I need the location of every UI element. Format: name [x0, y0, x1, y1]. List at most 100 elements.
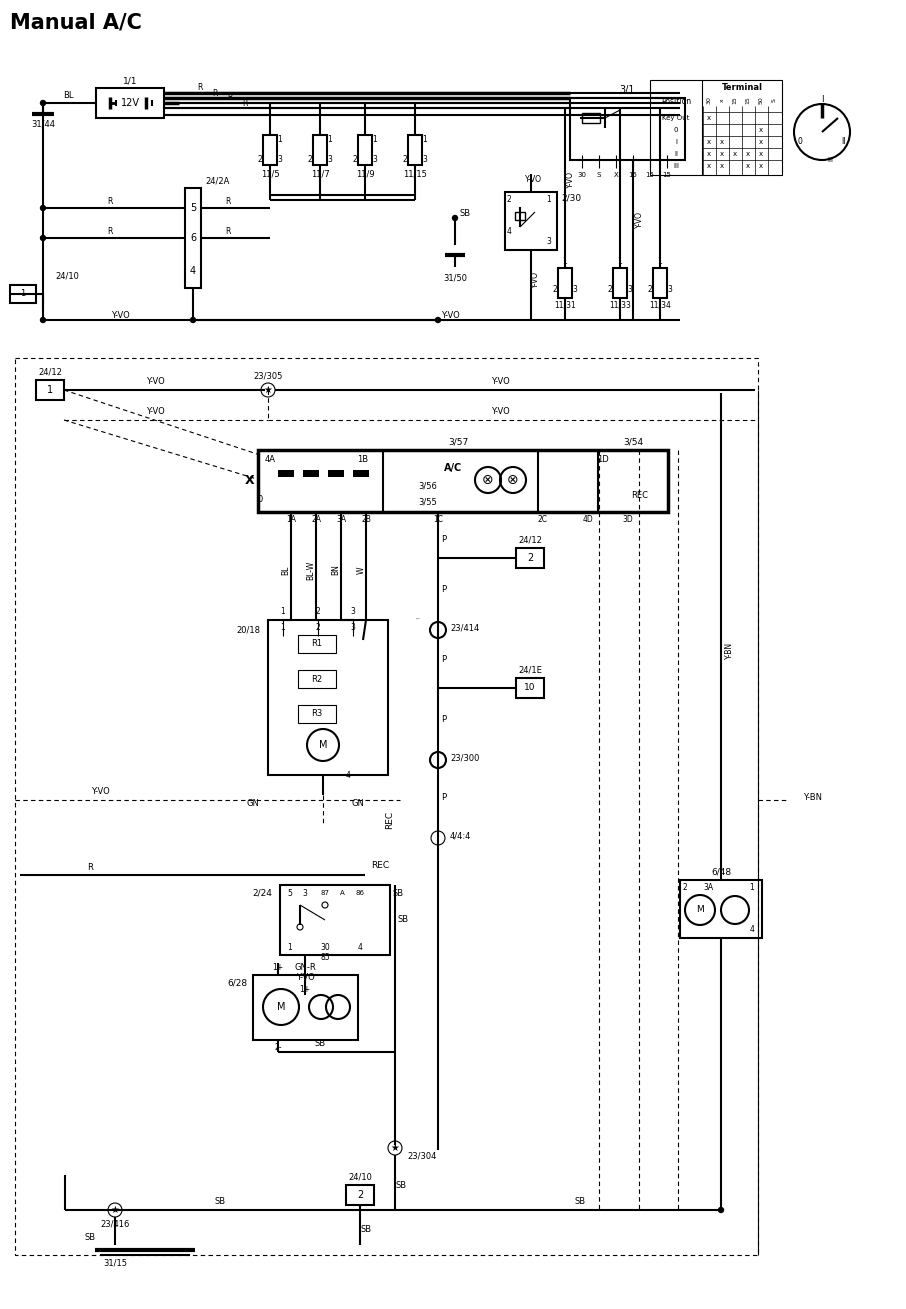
- Text: Y-VO: Y-VO: [295, 974, 314, 983]
- Text: 2-: 2-: [275, 1043, 282, 1052]
- Text: 24/12: 24/12: [518, 535, 542, 545]
- Text: GN-R: GN-R: [294, 962, 316, 971]
- Text: 3: 3: [668, 285, 672, 295]
- Bar: [268, 620, 388, 775]
- Text: 23/304: 23/304: [407, 1152, 437, 1161]
- Text: 1A: 1A: [286, 516, 296, 525]
- Text: 23/300: 23/300: [450, 754, 479, 763]
- Text: 23/305: 23/305: [254, 372, 283, 381]
- Text: 11/31: 11/31: [554, 301, 576, 309]
- Text: SB: SB: [392, 889, 403, 898]
- Bar: [613, 268, 627, 298]
- Text: P: P: [441, 793, 447, 802]
- Text: X: X: [613, 171, 619, 178]
- Text: ★: ★: [390, 1143, 400, 1153]
- Text: R3: R3: [312, 709, 323, 719]
- Text: ★: ★: [111, 1206, 120, 1215]
- Text: x: x: [707, 115, 711, 120]
- Text: R2: R2: [312, 674, 323, 683]
- Text: 24/10: 24/10: [348, 1173, 372, 1182]
- Text: 1: 1: [372, 136, 378, 144]
- Text: 24/10: 24/10: [55, 271, 79, 280]
- Bar: [353, 470, 369, 476]
- Text: 11/7: 11/7: [311, 169, 330, 178]
- Bar: [680, 880, 762, 939]
- Text: 5: 5: [190, 203, 196, 213]
- Text: 23/416: 23/416: [101, 1220, 130, 1229]
- Text: x: x: [759, 127, 763, 134]
- Text: Position: Position: [661, 97, 691, 106]
- Text: P: P: [441, 585, 447, 594]
- Text: M: M: [319, 740, 327, 750]
- Bar: [358, 135, 372, 165]
- Text: 24/1E: 24/1E: [518, 665, 542, 674]
- Text: R1: R1: [312, 640, 323, 648]
- Text: 0: 0: [674, 127, 679, 134]
- Text: 11/5: 11/5: [261, 169, 279, 178]
- Bar: [505, 192, 557, 250]
- Text: 1: 1: [546, 195, 552, 204]
- Text: 31/15: 31/15: [103, 1258, 127, 1267]
- Bar: [558, 268, 572, 298]
- Text: 3: 3: [422, 156, 428, 165]
- Text: X: X: [246, 474, 255, 487]
- Text: 2/24: 2/24: [252, 889, 272, 898]
- Text: Key Out: Key Out: [662, 115, 689, 120]
- Text: S: S: [597, 171, 602, 178]
- Text: 3: 3: [372, 156, 378, 165]
- Text: 1: 1: [277, 136, 283, 144]
- Text: 3/57: 3/57: [448, 437, 468, 446]
- Text: 1: 1: [287, 942, 293, 952]
- Text: 2: 2: [553, 285, 557, 295]
- Text: x: x: [759, 139, 763, 145]
- Text: 1: 1: [618, 258, 622, 267]
- Text: 23/414: 23/414: [416, 618, 420, 619]
- Text: 5: 5: [287, 889, 293, 898]
- Text: 2: 2: [257, 156, 263, 165]
- Bar: [258, 450, 668, 512]
- Text: M: M: [696, 906, 704, 915]
- Text: 3: 3: [628, 285, 632, 295]
- Text: REC: REC: [371, 860, 389, 869]
- Text: 1: 1: [422, 136, 428, 144]
- Text: 2: 2: [315, 607, 321, 617]
- Text: ⊗: ⊗: [507, 473, 519, 487]
- Bar: [516, 678, 544, 698]
- Text: REC: REC: [385, 812, 394, 829]
- Text: 3A: 3A: [703, 884, 713, 893]
- Text: x: x: [720, 164, 724, 169]
- Text: P: P: [441, 535, 447, 545]
- Bar: [298, 635, 336, 653]
- Text: R: R: [107, 226, 112, 236]
- Text: 24/12: 24/12: [38, 368, 62, 377]
- Text: 10: 10: [525, 683, 535, 692]
- Circle shape: [41, 236, 45, 241]
- Bar: [263, 135, 277, 165]
- Text: 30: 30: [707, 96, 711, 103]
- Text: III: III: [827, 157, 833, 164]
- Text: R: R: [198, 84, 203, 93]
- Text: 4: 4: [345, 771, 351, 779]
- Text: Y-VO: Y-VO: [491, 407, 509, 416]
- Text: 2: 2: [402, 156, 408, 165]
- Text: SB: SB: [84, 1233, 95, 1242]
- Bar: [36, 380, 64, 401]
- Text: 6: 6: [190, 233, 196, 243]
- Text: 31/44: 31/44: [31, 119, 55, 128]
- Text: S: S: [772, 98, 776, 102]
- Text: 1: 1: [328, 136, 333, 144]
- Text: 30: 30: [577, 171, 586, 178]
- Circle shape: [452, 216, 458, 220]
- Text: 11/15: 11/15: [403, 169, 427, 178]
- Text: 3/54: 3/54: [623, 437, 643, 446]
- Text: 20/18: 20/18: [236, 626, 260, 635]
- Text: 6/48: 6/48: [711, 868, 731, 877]
- Text: 2: 2: [352, 156, 357, 165]
- Text: 3: 3: [277, 156, 283, 165]
- Text: 2A: 2A: [311, 516, 321, 525]
- Text: 1/1: 1/1: [122, 76, 137, 85]
- Text: 15: 15: [732, 96, 737, 103]
- Text: 1: 1: [20, 289, 25, 298]
- Text: 3: 3: [546, 237, 552, 246]
- Circle shape: [41, 206, 45, 211]
